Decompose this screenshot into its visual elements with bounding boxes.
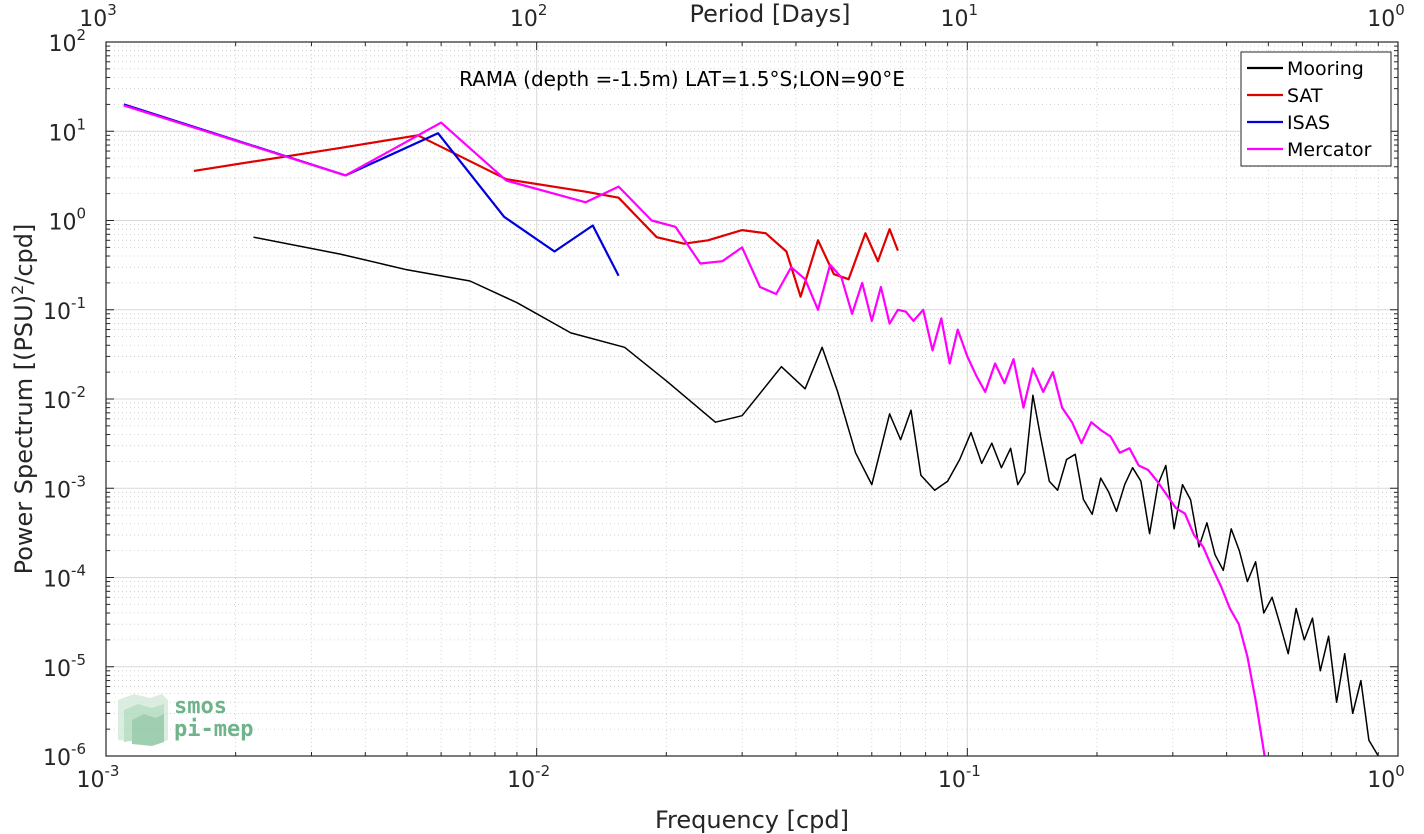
x-tick-label: 100 — [1367, 762, 1405, 793]
legend-box — [1240, 51, 1392, 167]
series-line-mooring — [253, 236, 1379, 757]
smos-pi-mep-logo: smos pi-mep — [118, 694, 253, 746]
x-tick-label: 10-2 — [507, 762, 550, 793]
top-tick-label: 102 — [510, 1, 548, 32]
x-axis-title: Frequency [cpd] — [655, 806, 849, 834]
top-tick-label: 100 — [1367, 1, 1405, 32]
legend-label-isas: ISAS — [1287, 112, 1330, 134]
legend-label-sat: SAT — [1287, 85, 1323, 107]
series-line-sat — [193, 134, 899, 298]
top-tick-label: 101 — [941, 1, 979, 32]
y-tick-label: 100 — [48, 205, 86, 236]
y-tick-label: 10-5 — [43, 651, 86, 682]
y-tick-label: 10-6 — [43, 740, 86, 771]
logo-mark-icon — [118, 694, 168, 746]
y-axis-title-tail: /cpd] — [10, 224, 38, 285]
chart-annotation: RAMA (depth =-1.5m) LAT=1.5°S;LON=90°E — [459, 67, 905, 91]
series-line-mercator — [123, 104, 1266, 757]
x-tick-label: 10-1 — [938, 762, 981, 793]
x-tick-label: 10-3 — [77, 762, 120, 793]
y-tick-label: 10-2 — [43, 383, 86, 414]
top-tick-label: 103 — [79, 1, 117, 32]
y-tick-label: 10-4 — [43, 562, 86, 593]
tick-marks — [105, 41, 1399, 757]
y-axis-title: Power Spectrum [(PSU)2/cpd] — [8, 224, 38, 575]
y-axis-title-main: Power Spectrum [(PSU) — [10, 295, 38, 574]
logo-text-pi-mep: pi-mep — [174, 717, 253, 742]
y-tick-label: 102 — [48, 26, 86, 57]
legend: Mooring SAT ISAS Mercator — [1240, 51, 1392, 167]
y-tick-label: 10-1 — [43, 294, 86, 325]
series-layer — [123, 103, 1379, 757]
logo-text-smos: smos — [174, 694, 227, 719]
y-tick-label: 10-3 — [43, 472, 86, 503]
y-axis-title-superscript: 2 — [8, 285, 27, 295]
top-axis-title: Period [Days] — [689, 0, 850, 28]
y-tick-label: 101 — [48, 115, 86, 146]
legend-label-mooring: Mooring — [1287, 58, 1364, 80]
legend-label-mercator: Mercator — [1287, 139, 1372, 161]
